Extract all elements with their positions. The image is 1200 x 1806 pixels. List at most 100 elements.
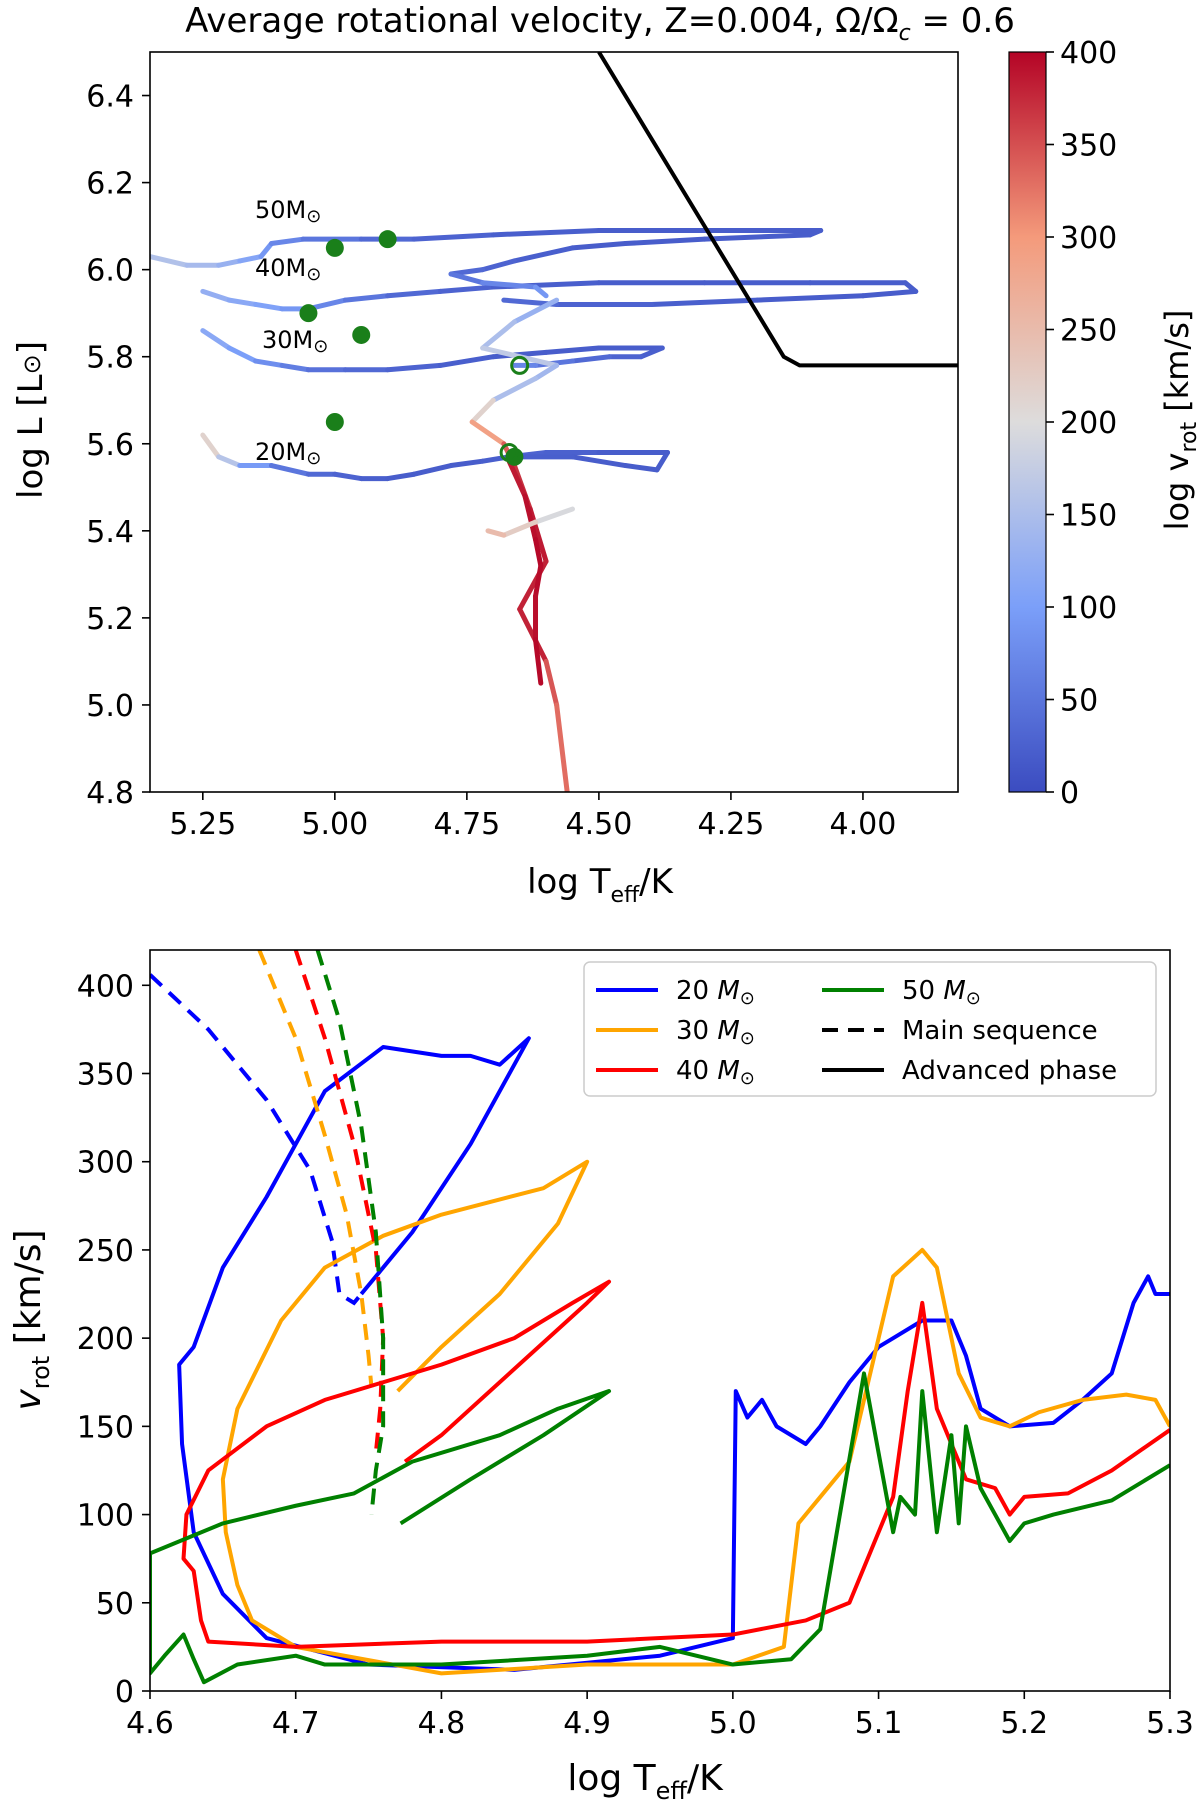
track-50m-segment [150,254,190,268]
track-20m-segment [385,471,417,482]
track-20m-segment [200,432,222,460]
bottom-legend: 20 M⊙ 50 M⊙ 30 M⊙ Main sequence 40 M⊙ Advance… [583,961,1157,1097]
top-x-tick-label: 4.00 [830,807,897,842]
colorbar-tick-label: 0 [1060,776,1079,811]
bottom-y-tick-label: 200 [77,1322,134,1357]
bottom-x-tick-label: 4.7 [272,1706,320,1741]
series-30m-main-sequence [257,950,374,1388]
track-20m-segment [332,471,364,482]
track-50m-segment [702,232,813,242]
bottom-y-tick-label: 0 [115,1675,134,1710]
top-plot-area [150,52,958,792]
colorbar-label: log vrot [km/s] [1158,310,1200,531]
top-x-tick-label: 5.00 [301,807,368,842]
track-40m-segment [860,288,919,299]
track-50m-segment [268,236,306,247]
top-axes: 5.25 5.00 4.75 4.50 4.25 4.00 4.8 5.0 5.2 5.4 5.6 5… [86,80,896,842]
colorbar-tick-label: 150 [1060,499,1117,534]
track-40m-segment [253,301,285,312]
marker-filled [378,230,397,249]
track-50m-segment [411,232,496,242]
track-20m-segment [216,454,243,469]
legend-label: 30 M⊙ [676,1016,755,1049]
top-y-tick-label: 6.4 [86,80,134,115]
mass-label: 20M⊙ [255,438,321,469]
track-30m-segment [385,362,443,373]
marker-filled [325,238,344,257]
bottom-x-axis-label: log Teff/K [567,1758,724,1805]
track-advanced-tail-segment [469,419,507,447]
top-x-tick-label: 4.75 [433,807,500,842]
top-x-axis-label: log Teff/K [527,862,675,908]
track-advanced-tail-segment [554,702,570,792]
track-50m [150,227,824,299]
track-tail-branch-1-segment [533,637,544,686]
track-advanced-tail-segment [527,506,549,564]
track-advanced-tail-segment [480,319,517,351]
bottom-axes: 4.6 4.7 4.8 4.9 5.0 5.1 5.2 5.3 0 50 100 150 200 250 3… [77,969,1194,1741]
top-y-tick-label: 6.2 [86,167,134,202]
top-x-tick-label: 5.25 [169,807,236,842]
track-tail-branch-2 [485,506,575,538]
top-x-tick-label: 4.50 [565,807,632,842]
track-30m-segment [279,362,311,373]
track-tail-branch-1 [506,458,544,686]
marker-open [510,355,530,375]
track-50m-segment [258,241,274,260]
track-30m-segment [253,358,285,368]
colorbar-tick-label: 50 [1060,684,1098,719]
legend-label: Advanced phase [902,1056,1117,1086]
top-y-axis-label: log L [L⊙] [11,341,51,499]
legend-label: 50 M⊙ [902,976,981,1009]
track-50m-segment [448,271,486,286]
track-50m-segment [490,227,602,238]
mass-label: 30M⊙ [262,326,328,357]
top-y-tick-label: 5.6 [86,428,134,463]
track-30m-segment [226,345,259,364]
track-advanced-tail-segment [517,354,560,368]
track-tail-branch-1-segment [506,458,528,499]
series-20m-main-sequence [150,973,363,1306]
track-50m-segment [622,236,708,247]
track-advanced-tail-segment [480,345,523,360]
marker-filled [352,325,371,344]
top-x-tick-label: 4.25 [698,807,765,842]
track-tail-branch-1-segment [522,493,539,543]
bottom-plot-frame [149,949,1171,1692]
legend-label: 40 M⊙ [676,1056,755,1089]
series-30m-advanced [220,1159,1170,1676]
track-50m-segment [511,245,575,264]
top-y-tick-label: 5.2 [86,602,134,637]
track-30m-segment [200,328,232,351]
bottom-x-tick-label: 5.3 [1146,1706,1194,1741]
track-30m-segment [543,345,602,355]
top-plot-frame [149,51,959,793]
series-40m-main-sequence [293,950,386,1454]
legend-label: Main sequence [902,1016,1098,1046]
track-50m-segment [480,258,517,273]
colorbar-ticks: 0 50 100 150 200 250 300 350 400 [1046,36,1117,811]
track-50m-segment [237,254,264,264]
track-advanced-tail-segment [511,297,560,325]
legend-box [583,961,1157,1097]
marker-filled [299,304,318,323]
colorbar-tick-label: 200 [1060,406,1117,441]
limit-line [597,52,958,368]
track-20m-segment [569,454,628,469]
marker-filled [325,413,344,431]
track-advanced-tail-segment [543,658,560,708]
track-40m-segment [385,288,443,299]
top-y-tick-label: 4.8 [86,776,134,811]
track-40m [200,280,919,312]
colorbar-tick-label: 100 [1060,591,1117,626]
track-tail-branch-1-segment [533,537,544,569]
top-y-tick-label: 5.8 [86,341,134,376]
bottom-x-tick-label: 4.6 [126,1706,174,1741]
series-50m-advanced [150,1371,1170,1685]
top-chart-title: Average rotational velocity, Z=0.004, Ω/… [185,1,1015,46]
track-advanced-tail-segment [469,397,496,425]
bottom-x-tick-label: 4.8 [418,1706,466,1741]
bottom-y-tick-label: 350 [77,1058,134,1093]
mass-label: 40M⊙ [255,254,321,285]
